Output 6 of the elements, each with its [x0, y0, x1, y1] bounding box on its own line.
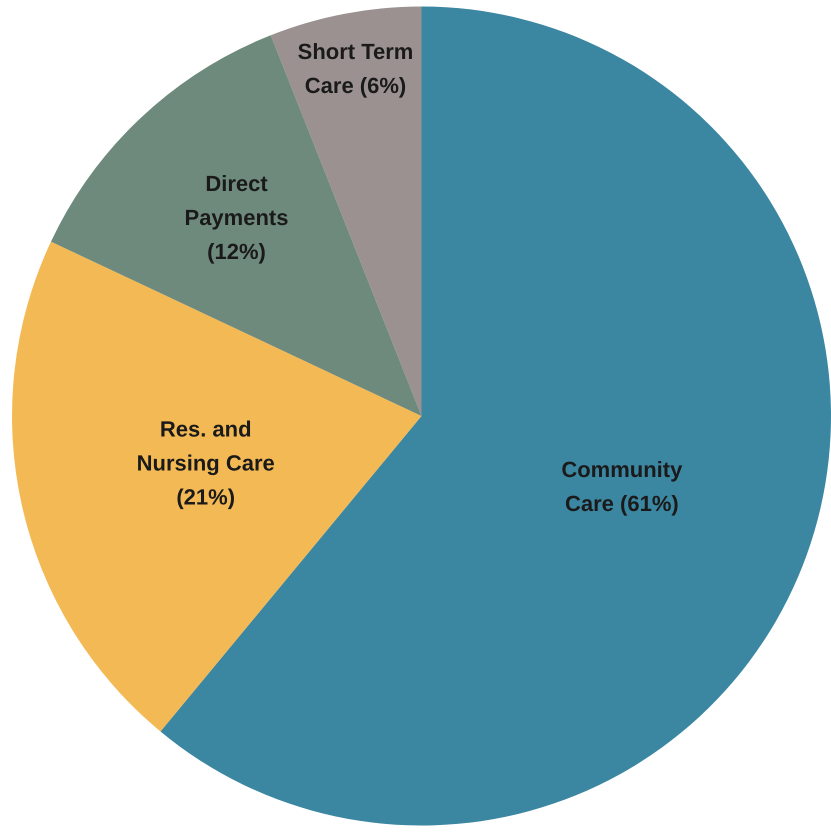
- slice-label: Short Term Care (6%): [298, 39, 414, 98]
- slice-label: Community Care (61%): [561, 457, 684, 516]
- slice-label: Direct Payments: [184, 171, 288, 230]
- data-label: (12%): [207, 239, 266, 264]
- slice-label: Res. and Nursing Care: [136, 416, 275, 476]
- data-label: (21%): [176, 484, 236, 510]
